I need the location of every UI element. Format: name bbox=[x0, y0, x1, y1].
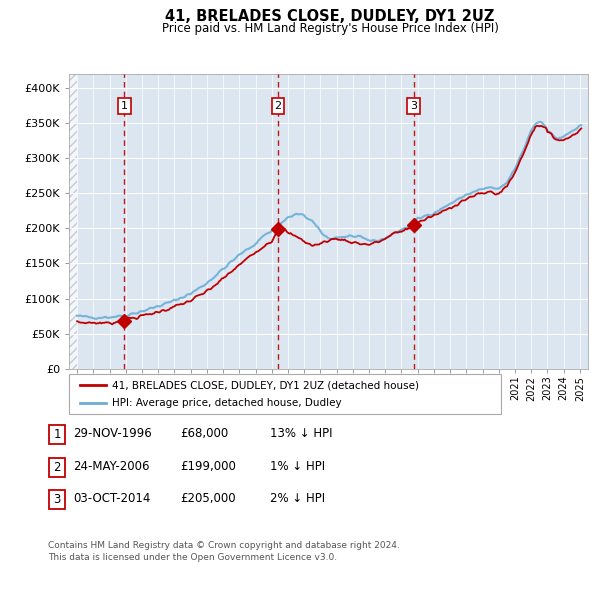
Text: 41, BRELADES CLOSE, DUDLEY, DY1 2UZ: 41, BRELADES CLOSE, DUDLEY, DY1 2UZ bbox=[166, 9, 494, 24]
Text: 1: 1 bbox=[121, 101, 128, 111]
Bar bbox=[69, 74, 77, 369]
Text: £199,000: £199,000 bbox=[180, 460, 236, 473]
Text: £68,000: £68,000 bbox=[180, 427, 228, 440]
Text: 2: 2 bbox=[53, 461, 61, 474]
Text: Contains HM Land Registry data © Crown copyright and database right 2024.: Contains HM Land Registry data © Crown c… bbox=[48, 541, 400, 550]
Text: 1% ↓ HPI: 1% ↓ HPI bbox=[270, 460, 325, 473]
Text: HPI: Average price, detached house, Dudley: HPI: Average price, detached house, Dudl… bbox=[112, 398, 342, 408]
Text: This data is licensed under the Open Government Licence v3.0.: This data is licensed under the Open Gov… bbox=[48, 553, 337, 562]
Text: 3: 3 bbox=[53, 493, 61, 506]
Text: 24-MAY-2006: 24-MAY-2006 bbox=[73, 460, 150, 473]
Text: 29-NOV-1996: 29-NOV-1996 bbox=[73, 427, 152, 440]
Text: 13% ↓ HPI: 13% ↓ HPI bbox=[270, 427, 332, 440]
Text: £205,000: £205,000 bbox=[180, 492, 236, 505]
Text: 03-OCT-2014: 03-OCT-2014 bbox=[73, 492, 151, 505]
Text: 1: 1 bbox=[53, 428, 61, 441]
Text: 2: 2 bbox=[274, 101, 281, 111]
Text: Price paid vs. HM Land Registry's House Price Index (HPI): Price paid vs. HM Land Registry's House … bbox=[161, 22, 499, 35]
Text: 3: 3 bbox=[410, 101, 417, 111]
Text: 41, BRELADES CLOSE, DUDLEY, DY1 2UZ (detached house): 41, BRELADES CLOSE, DUDLEY, DY1 2UZ (det… bbox=[112, 381, 419, 391]
Text: 2% ↓ HPI: 2% ↓ HPI bbox=[270, 492, 325, 505]
